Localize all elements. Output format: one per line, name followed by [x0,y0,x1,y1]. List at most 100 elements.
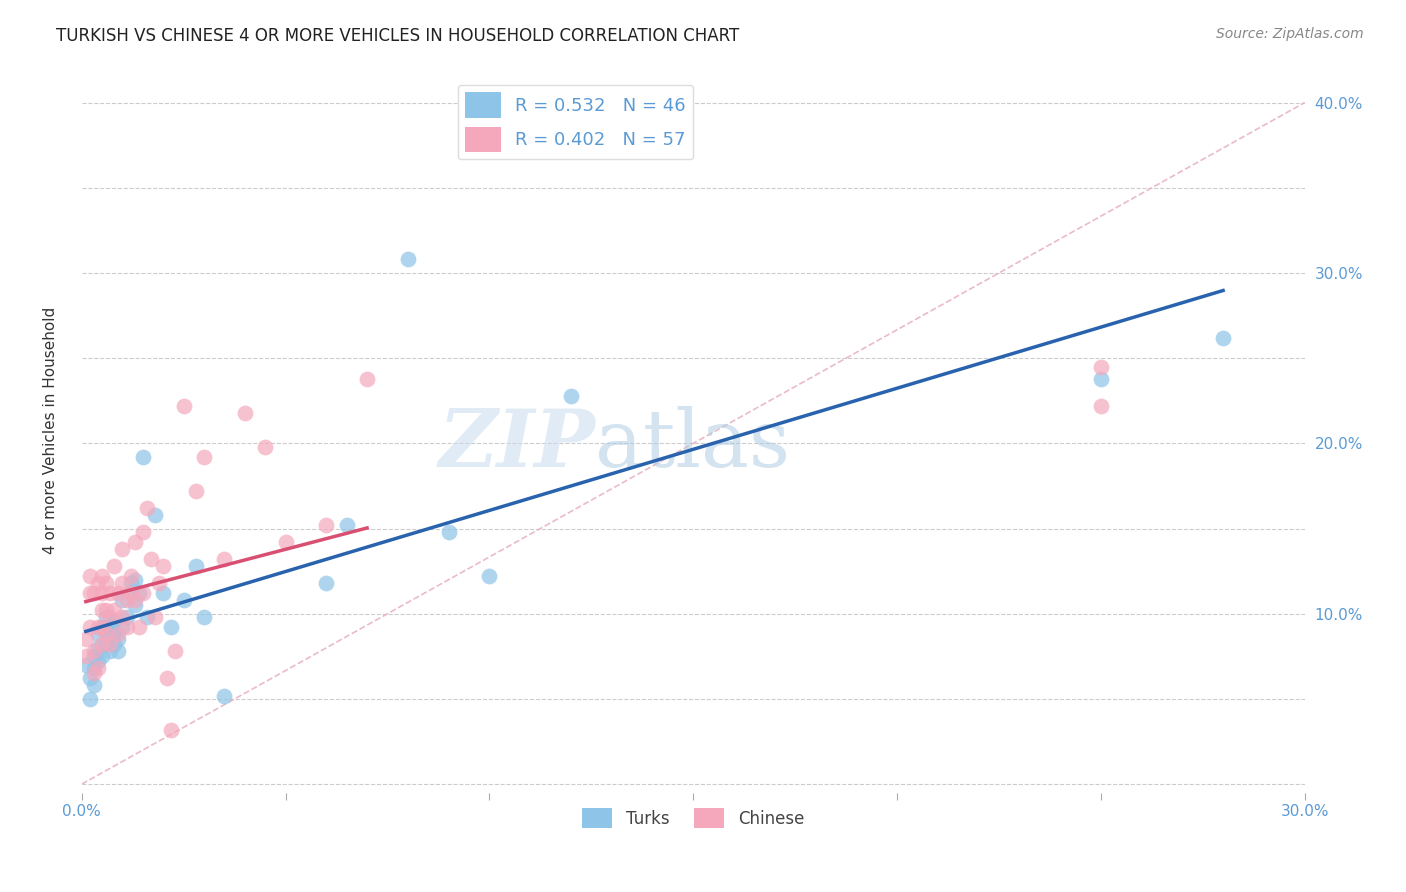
Text: ZIP: ZIP [439,407,595,483]
Point [107,586,129,600]
Point [96,576,118,591]
Point [83,649,105,664]
Point [139,552,162,566]
Point [87,640,110,655]
Point [111,576,134,591]
Point [254,440,277,454]
Point [1090,399,1112,413]
Point [98,620,121,634]
Point [96,637,118,651]
Point [132,524,155,539]
Point [160,620,183,634]
Point [128,620,150,634]
Point [136,610,159,624]
Point [437,524,460,539]
Point [173,399,195,413]
Point [111,593,134,607]
Point [91,603,114,617]
Point [87,620,110,634]
Point [79,692,101,706]
Point [79,620,101,634]
Point [193,450,215,464]
Point [124,599,146,613]
Point [79,569,101,583]
Point [96,603,118,617]
Point [274,535,297,549]
Point [91,637,114,651]
Point [115,593,138,607]
Point [83,586,105,600]
Point [152,559,174,574]
Point [79,586,101,600]
Point [193,610,215,624]
Point [75,657,97,672]
Point [184,484,207,499]
Point [132,450,155,464]
Point [184,559,207,574]
Point [124,573,146,587]
Point [120,569,142,583]
Point [103,603,125,617]
Point [356,371,378,385]
Point [214,689,236,703]
Point [152,586,174,600]
Point [132,586,155,600]
Point [103,615,125,630]
Point [128,586,150,600]
Point [87,661,110,675]
Point [1212,331,1234,345]
Point [91,620,114,634]
Point [156,672,179,686]
Point [98,644,121,658]
Point [83,678,105,692]
Point [120,586,142,600]
Point [120,576,142,591]
Text: Source: ZipAtlas.com: Source: ZipAtlas.com [1216,27,1364,41]
Point [96,624,118,638]
Point [96,627,118,641]
Y-axis label: 4 or more Vehicles in Household: 4 or more Vehicles in Household [44,307,58,554]
Point [107,632,129,647]
Point [143,610,166,624]
Point [75,632,97,647]
Point [315,576,337,591]
Point [115,620,138,634]
Point [115,610,138,624]
Point [120,586,142,600]
Text: atlas: atlas [595,406,790,484]
Point [111,541,134,556]
Point [107,644,129,658]
Point [148,576,170,591]
Text: TURKISH VS CHINESE 4 OR MORE VEHICLES IN HOUSEHOLD CORRELATION CHART: TURKISH VS CHINESE 4 OR MORE VEHICLES IN… [56,27,740,45]
Point [1090,359,1112,374]
Point [98,610,121,624]
Point [143,508,166,522]
Point [91,569,114,583]
Point [91,620,114,634]
Point [111,610,134,624]
Point [83,666,105,681]
Point [173,593,195,607]
Point [91,586,114,600]
Point [336,518,359,533]
Point [87,627,110,641]
Point [79,672,101,686]
Point [98,586,121,600]
Legend: Turks, Chinese: Turks, Chinese [575,801,811,835]
Point [124,593,146,607]
Point [83,661,105,675]
Point [160,723,183,737]
Point [103,559,125,574]
Point [136,501,159,516]
Point [87,576,110,591]
Point [103,637,125,651]
Point [98,637,121,651]
Point [478,569,501,583]
Point [83,644,105,658]
Point [87,655,110,669]
Point [233,406,256,420]
Point [165,644,187,658]
Point [1090,371,1112,385]
Point [396,252,419,267]
Point [75,649,97,664]
